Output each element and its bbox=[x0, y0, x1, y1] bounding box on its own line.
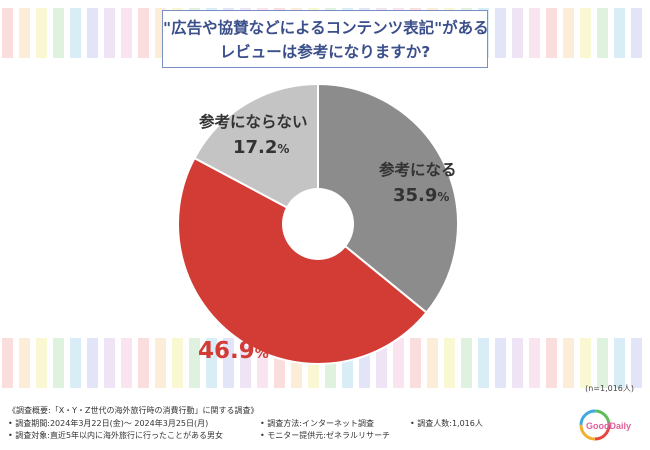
stripe bbox=[172, 338, 183, 388]
stripe bbox=[53, 338, 64, 388]
stripe bbox=[87, 8, 98, 58]
stripe bbox=[19, 338, 30, 388]
stripe bbox=[2, 338, 13, 388]
stripe bbox=[580, 338, 591, 388]
slice-value-not-helpful: 17.2% bbox=[233, 137, 290, 158]
slice-category-not-helpful: 参考にならない bbox=[199, 113, 308, 131]
stripe bbox=[614, 8, 625, 58]
pie-slice-helpful bbox=[317, 82, 459, 314]
survey-period: • 調査期間:2024年3月22日(金)〜 2024年3月25日(月) bbox=[8, 418, 209, 428]
survey-target: • 調査対象:直近5年以内に海外旅行に行ったことがある男女 bbox=[8, 431, 224, 440]
stripe bbox=[444, 338, 455, 388]
stripe bbox=[580, 8, 591, 58]
stripe bbox=[121, 8, 132, 58]
stripe bbox=[563, 8, 574, 58]
stripe bbox=[597, 338, 608, 388]
sample-size: (n=1,016人) bbox=[585, 384, 634, 393]
pie-slice-not-helpful bbox=[193, 82, 319, 226]
stripe bbox=[546, 8, 557, 58]
stripe bbox=[546, 338, 557, 388]
slice-value-helpful: 35.9% bbox=[393, 185, 450, 206]
stripe bbox=[461, 338, 472, 388]
logo-text: GoodDaily bbox=[586, 421, 631, 431]
stripe bbox=[121, 338, 132, 388]
stripe bbox=[495, 8, 506, 58]
stripe bbox=[495, 338, 506, 388]
slice-category-line-2: レビューであれば bbox=[205, 293, 328, 311]
good-daily-logo: GoodDaily bbox=[579, 409, 631, 441]
stripe bbox=[512, 8, 523, 58]
survey-provider: • モニター提供元:ゼネラルリサーチ bbox=[260, 431, 390, 440]
stripe bbox=[53, 8, 64, 58]
slice-label-helpful: 参考になる 35.9% bbox=[379, 160, 457, 206]
stripe bbox=[87, 338, 98, 388]
slice-category-line-1: 実際に体験をした bbox=[203, 272, 328, 290]
stripe bbox=[36, 8, 47, 58]
stripe bbox=[597, 8, 608, 58]
stripe bbox=[240, 338, 251, 388]
slice-category-line-3: 参考になる bbox=[250, 314, 328, 332]
survey-method: • 調査方法:インターネット調査 bbox=[260, 418, 374, 428]
stripe bbox=[512, 338, 523, 388]
stripe bbox=[223, 338, 234, 388]
stripe bbox=[138, 8, 149, 58]
stripe bbox=[70, 338, 81, 388]
slice-label-helpful-if-experienced: 実際に体験をした レビューであれば 参考になる 46.9% bbox=[186, 271, 328, 364]
stripe bbox=[393, 338, 404, 388]
stripe bbox=[257, 338, 268, 388]
stripe bbox=[478, 338, 489, 388]
slice-label-not-helpful: 参考にならない 17.2% bbox=[199, 112, 308, 158]
stripe bbox=[376, 338, 387, 388]
stripe bbox=[359, 338, 370, 388]
stripe bbox=[342, 338, 353, 388]
stripe bbox=[427, 338, 438, 388]
stripe bbox=[104, 338, 115, 388]
stripe bbox=[631, 8, 642, 58]
stripe bbox=[70, 8, 81, 58]
chart-title-line-1: "広告や協賛などによるコンテンツ表記"がある bbox=[163, 19, 489, 37]
stripe bbox=[274, 338, 285, 388]
stripe bbox=[2, 8, 13, 58]
stripe bbox=[155, 8, 166, 58]
donut-hole bbox=[282, 188, 354, 260]
slice-value-helpful-if-experienced: 46.9% bbox=[198, 338, 269, 364]
chart-title: "広告や協賛などによるコンテンツ表記"がある レビューは参考になりますか? bbox=[162, 10, 489, 68]
stripe bbox=[155, 338, 166, 388]
stripe bbox=[36, 338, 47, 388]
stripe bbox=[631, 338, 642, 388]
stripe bbox=[189, 338, 200, 388]
decorative-stripes-bottom bbox=[0, 338, 650, 388]
stripe bbox=[104, 8, 115, 58]
pie-slice-helpful-if-experienced bbox=[177, 156, 428, 365]
survey-overview-title: 《調査概要:「X・Y・Z世代の海外旅行時の消費行動」に関する調査》 bbox=[8, 406, 259, 415]
stripe bbox=[138, 338, 149, 388]
stripe bbox=[529, 338, 540, 388]
stripe bbox=[206, 338, 217, 388]
survey-overview: 《調査概要:「X・Y・Z世代の海外旅行時の消費行動」に関する調査》 • 調査期間… bbox=[8, 405, 568, 443]
chart-title-line-2: レビューは参考になりますか? bbox=[219, 43, 431, 61]
stripe bbox=[614, 338, 625, 388]
stripe bbox=[563, 338, 574, 388]
stripe bbox=[19, 8, 30, 58]
stripe bbox=[529, 8, 540, 58]
stripe bbox=[410, 338, 421, 388]
survey-count: • 調査人数:1,016人 bbox=[410, 418, 483, 428]
slice-category-helpful: 参考になる bbox=[379, 161, 457, 179]
